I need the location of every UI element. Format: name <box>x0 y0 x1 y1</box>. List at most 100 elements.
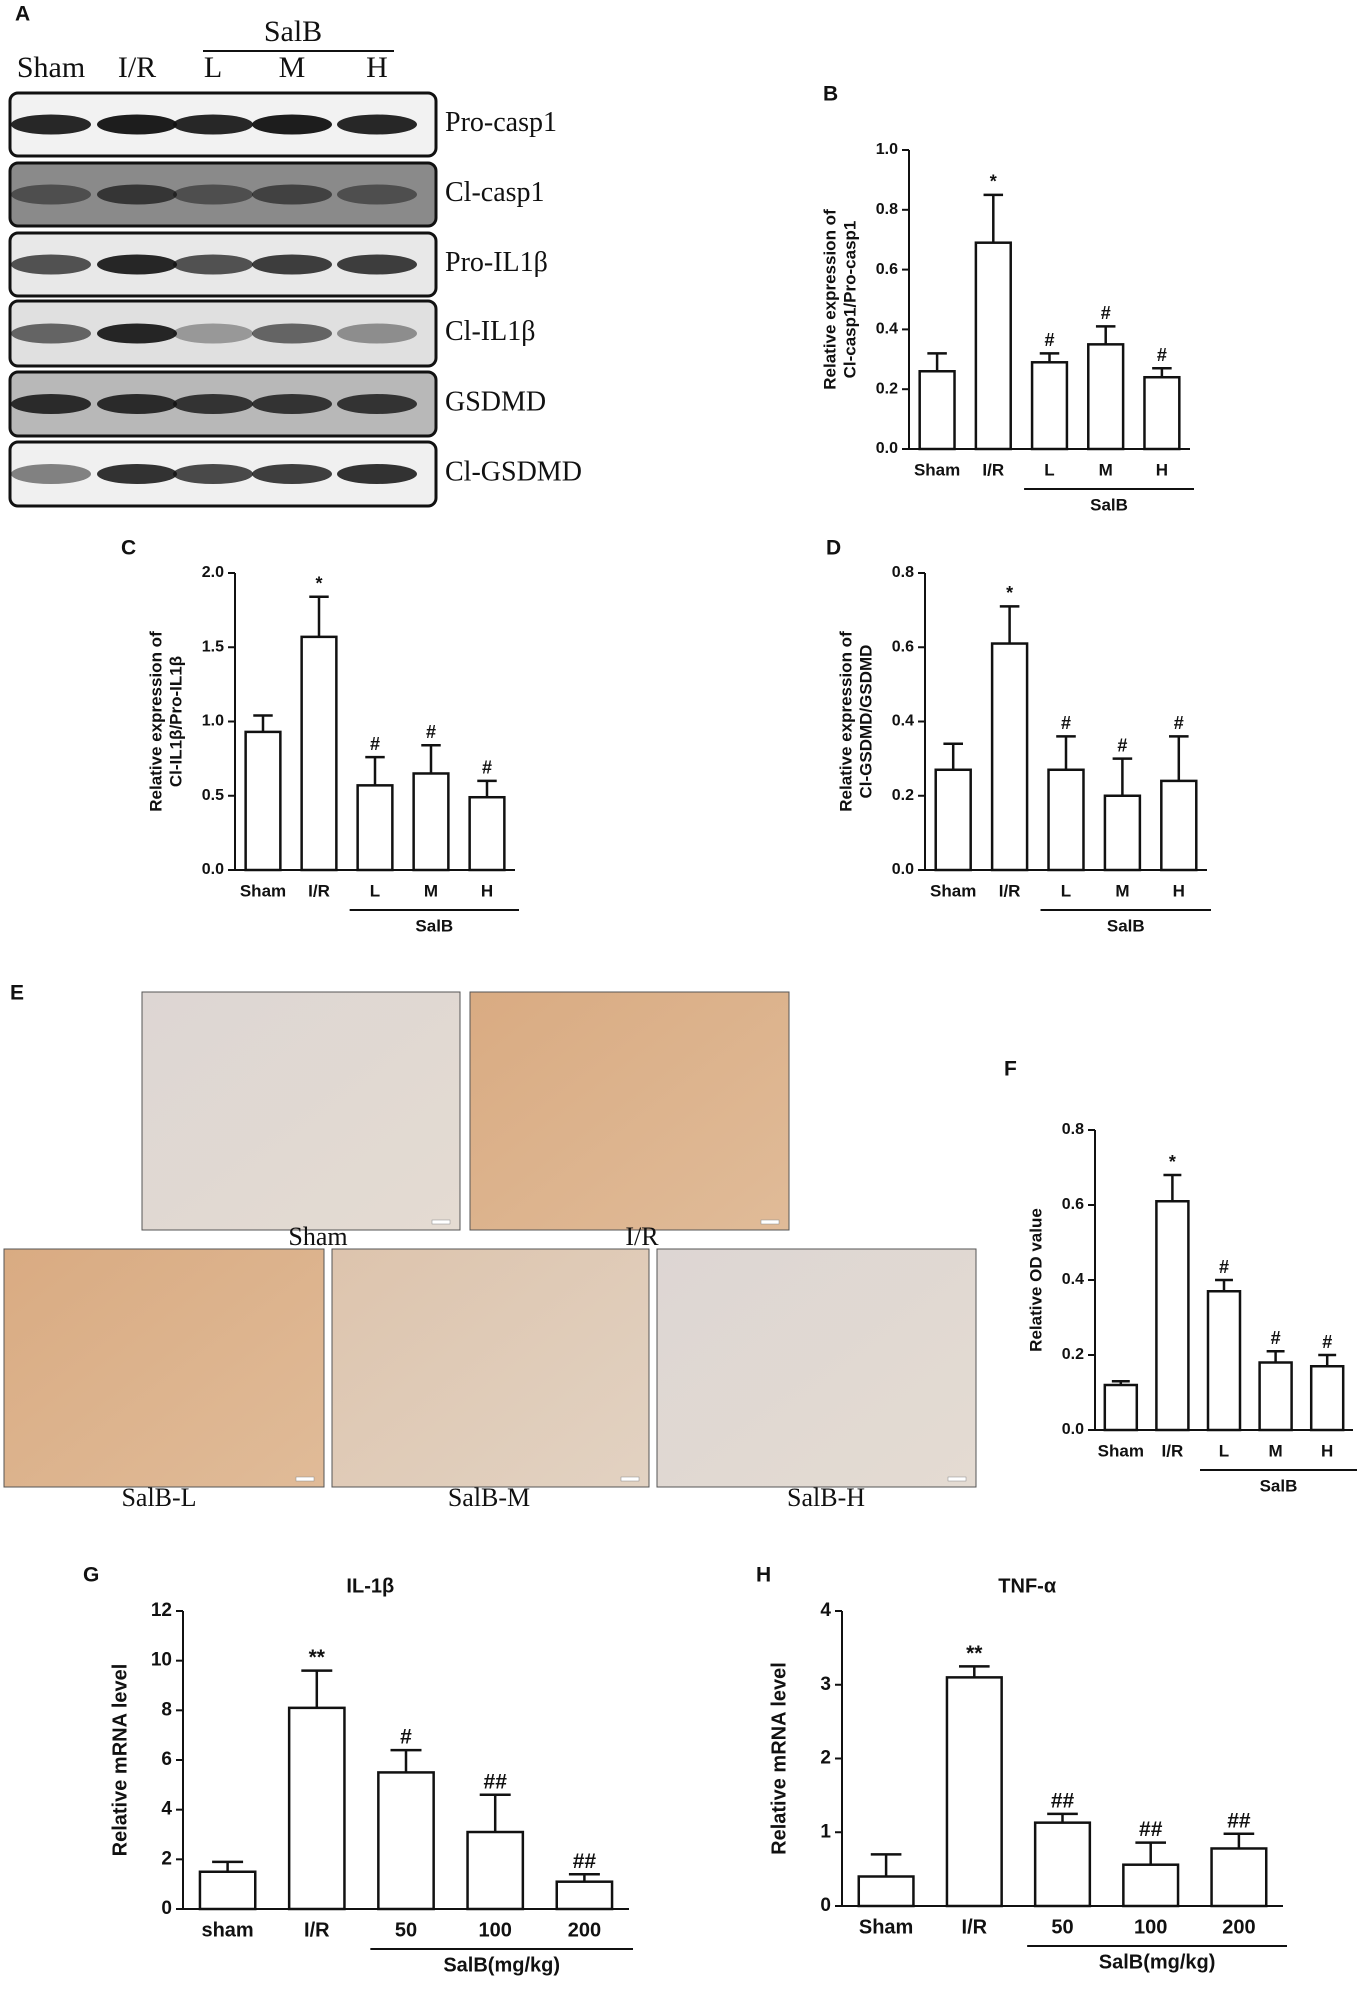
annotation: ## <box>573 1850 597 1873</box>
error-bar <box>1169 735 1189 781</box>
annotation: # <box>1322 1332 1332 1352</box>
band-label: GSDMD <box>445 386 546 417</box>
blot-band <box>173 323 253 344</box>
bar <box>1047 768 1085 872</box>
x-tick-label: sham <box>201 1919 253 1941</box>
error-bar <box>1112 757 1133 796</box>
blot-band <box>173 254 253 275</box>
blot-band <box>97 394 177 414</box>
scale-bar <box>431 1219 451 1225</box>
error-bar <box>1163 1173 1182 1202</box>
error-bar <box>1039 352 1060 363</box>
blot-band <box>337 323 417 344</box>
x-tick-label: 200 <box>568 1919 601 1941</box>
blot-band <box>97 323 177 344</box>
band-label: Cl-casp1 <box>445 177 545 208</box>
x-tick-label: H <box>481 881 493 900</box>
bar <box>1155 1200 1190 1432</box>
annotation: ## <box>1227 1809 1251 1832</box>
x-tick-label: Sham <box>1098 1441 1144 1460</box>
annotation: # <box>400 1726 412 1749</box>
bar <box>468 795 506 872</box>
error-bar <box>390 1748 422 1773</box>
error-bar <box>479 1793 511 1833</box>
y-tick-label: 0.4 <box>876 321 898 338</box>
scale-bar <box>295 1476 315 1482</box>
blot-frame <box>8 299 438 368</box>
error-bar <box>927 352 947 372</box>
histology-image <box>141 991 461 1231</box>
y-tick-label: 0.0 <box>892 861 914 878</box>
panel-label: G <box>83 1564 99 1587</box>
blot-band <box>173 184 253 205</box>
blot-band <box>337 184 417 205</box>
annotation: # <box>482 758 492 778</box>
panel-label: C <box>121 537 136 560</box>
lane-label: Sham <box>17 51 85 84</box>
y-tick-label: 0.8 <box>876 201 898 218</box>
blot-band <box>252 254 332 275</box>
x-tick-label: Sham <box>930 881 976 900</box>
y-axis-label: Relative expression of <box>146 631 165 812</box>
x-tick-label: 100 <box>1134 1916 1167 1938</box>
group-label: SalB <box>1260 1476 1298 1495</box>
x-tick-label: L <box>1044 460 1054 479</box>
x-tick-label: M <box>424 881 438 900</box>
error-bar <box>421 744 441 774</box>
y-tick-label: 0.0 <box>1062 1421 1084 1438</box>
bar <box>1103 794 1142 872</box>
band-label: Cl-GSDMD <box>445 456 582 487</box>
y-axis-label: Relative OD value <box>1026 1208 1045 1352</box>
x-tick-label: I/R <box>999 881 1021 900</box>
blot-band <box>252 114 332 135</box>
x-tick-label: Sham <box>240 881 286 900</box>
blot-band <box>252 464 332 484</box>
image-caption: SalB-M <box>448 1483 530 1512</box>
y-axis-label: Relative mRNA level <box>109 1664 131 1857</box>
band-label: Pro-casp1 <box>445 107 557 138</box>
y-tick-label: 4 <box>161 1799 172 1820</box>
error-bar <box>1047 1812 1078 1823</box>
x-tick-label: H <box>1156 460 1168 479</box>
blot-band <box>173 394 253 414</box>
x-tick-label: H <box>1173 881 1185 900</box>
y-tick-label: 0.6 <box>876 261 898 278</box>
blot-band <box>252 184 332 205</box>
y-tick-label: 0.6 <box>1062 1196 1084 1213</box>
annotation: * <box>990 172 997 192</box>
error-bar <box>568 1872 600 1882</box>
blot-band <box>252 394 332 414</box>
group-label: SalB <box>415 916 453 935</box>
error-bar <box>870 1853 902 1877</box>
blot-band <box>11 114 91 135</box>
group-label: SalB(mg/kg) <box>1099 1951 1216 1973</box>
chart-title: TNF-α <box>998 1575 1057 1597</box>
y-tick-label: 2 <box>161 1848 172 1869</box>
annotation: ## <box>484 1770 508 1793</box>
bar <box>1143 375 1181 451</box>
y-tick-label: 1.0 <box>202 713 224 730</box>
error-bar <box>1152 367 1172 378</box>
bar <box>412 772 450 872</box>
scale-bar <box>947 1476 967 1482</box>
bar <box>857 1875 915 1908</box>
blot-band <box>337 114 417 135</box>
error-bar <box>983 193 1004 243</box>
bar <box>974 241 1012 451</box>
annotation: ** <box>966 1642 983 1665</box>
error-bar <box>1056 735 1076 770</box>
error-bar <box>999 605 1020 644</box>
blot-band <box>337 254 417 275</box>
x-tick-label: L <box>1219 1441 1229 1460</box>
error-bar <box>1318 1353 1337 1367</box>
y-tick-label: 8 <box>161 1699 172 1720</box>
bar <box>1087 343 1125 451</box>
x-tick-label: 100 <box>479 1919 512 1941</box>
y-tick-label: 4 <box>820 1600 831 1621</box>
y-tick-label: 0 <box>161 1898 172 1919</box>
chart-title: IL-1β <box>346 1575 394 1597</box>
blot-band <box>173 464 253 484</box>
x-tick-label: M <box>1115 881 1129 900</box>
histology-image <box>3 1248 325 1488</box>
